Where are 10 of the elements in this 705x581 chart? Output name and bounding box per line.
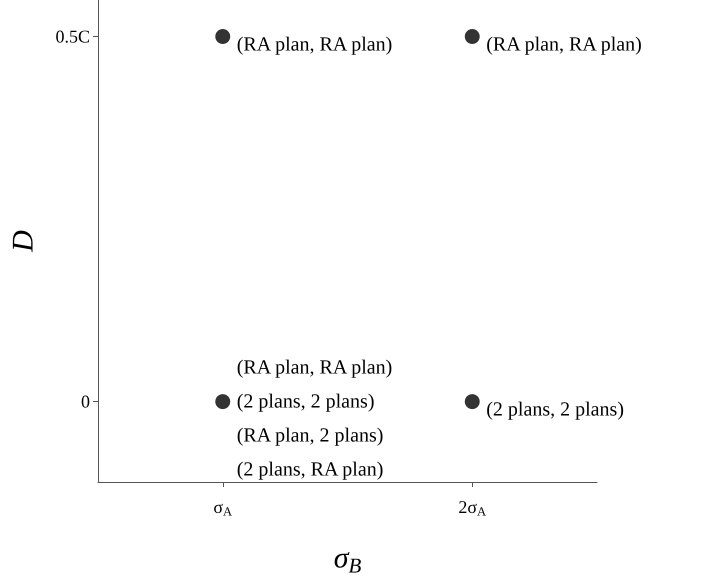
annotation: (RA plan, RA plan)	[486, 34, 642, 56]
y-axis-title: D	[6, 230, 40, 253]
annotation: (2 plans, 2 plans)	[486, 398, 624, 421]
annotation: (RA plan, RA plan)	[236, 34, 392, 56]
annotation: (2 plans, 2 plans)	[236, 390, 375, 413]
annotation: (RA plan, RA plan)	[236, 356, 392, 379]
y-tick-label: 0	[81, 392, 90, 412]
annotation: (2 plans, RA plan)	[236, 458, 384, 481]
y-tick-label: 0.5C	[55, 26, 90, 47]
annotation: (RA plan, 2 plans)	[236, 424, 384, 447]
